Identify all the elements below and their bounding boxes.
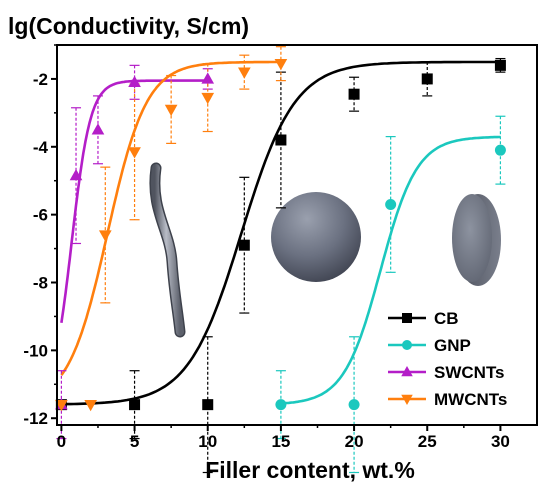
- y-tick-label: -12: [23, 409, 48, 428]
- data-point-cb: [238, 239, 250, 251]
- legend-label-swcnts: SWCNTs: [434, 363, 505, 382]
- legend-marker-swcnts: [401, 366, 413, 377]
- x-tick-label: 5: [130, 432, 139, 451]
- data-point-cb: [494, 59, 506, 71]
- legend-label-gnp: GNP: [434, 336, 471, 355]
- data-point-mwcnts: [164, 104, 178, 117]
- legend-label-mwcnts: MWCNTs: [434, 390, 507, 409]
- axis-ticks: 0 5 10 15 20 25 30 -2 -4 -6 -8 -10 -12: [23, 44, 510, 451]
- data-point-mwcnts: [98, 230, 112, 242]
- data-point-mwcnts: [201, 92, 215, 105]
- fiber-illustration: [149, 162, 186, 338]
- chart-title: lg(Conductivity, S/cm): [8, 13, 249, 39]
- data-point-gnp: [494, 144, 506, 156]
- data-point-gnp: [348, 399, 360, 411]
- data-point-swcnts: [128, 75, 141, 87]
- legend-label-cb: CB: [434, 309, 459, 328]
- data-point-gnp: [385, 198, 397, 210]
- x-tick-label: 30: [491, 432, 510, 451]
- data-point-swcnts: [91, 123, 105, 135]
- x-axis-label: Filler content, wt.%: [205, 457, 415, 483]
- data-point-cb: [421, 73, 433, 85]
- legend-marker-mwcnts: [401, 394, 413, 405]
- data-point-mwcnts: [237, 67, 251, 79]
- data-point-mwcnts: [84, 399, 97, 412]
- y-tick-label: -10: [23, 341, 48, 360]
- legend: CB GNP SWCNTs MWCNTs: [388, 309, 507, 409]
- y-tick-label: -8: [33, 274, 48, 293]
- plot-frame: [56, 44, 538, 426]
- data-point-mwcnts: [128, 147, 141, 159]
- data-point-cb: [275, 134, 287, 146]
- y-tick-label: -6: [33, 206, 48, 225]
- data-markers: [55, 58, 506, 412]
- sphere-illustration: [271, 192, 361, 282]
- data-point-gnp: [275, 399, 287, 411]
- x-tick-label: 15: [271, 432, 290, 451]
- y-tick-label: -2: [33, 70, 48, 89]
- x-tick-label: 0: [57, 432, 66, 451]
- x-tick-label: 10: [198, 432, 217, 451]
- data-point-cb: [348, 88, 360, 100]
- disk-illustration: [452, 194, 501, 286]
- legend-marker-gnp: [402, 340, 412, 350]
- data-point-cb: [202, 399, 214, 411]
- legend-marker-cb: [402, 313, 412, 323]
- x-tick-label: 25: [418, 432, 437, 451]
- data-point-swcnts: [69, 169, 83, 181]
- data-point-swcnts: [201, 72, 215, 84]
- y-tick-label: -4: [33, 138, 49, 157]
- x-tick-label: 20: [345, 432, 364, 451]
- data-point-mwcnts: [274, 58, 288, 71]
- data-point-cb: [129, 399, 141, 411]
- data-point-mwcnts: [55, 399, 68, 412]
